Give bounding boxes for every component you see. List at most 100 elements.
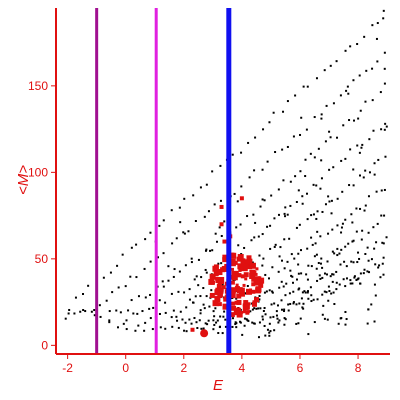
data-point <box>235 297 238 300</box>
data-point <box>364 252 367 255</box>
y-tick-label: 0 <box>41 338 48 352</box>
highlight-point <box>214 296 221 303</box>
data-point <box>134 329 137 332</box>
data-point <box>359 109 362 112</box>
data-point <box>382 17 385 20</box>
highlight-point <box>258 278 263 283</box>
highlight-point <box>242 309 247 314</box>
data-point <box>339 94 342 97</box>
data-point <box>335 281 338 284</box>
data-point <box>162 285 165 288</box>
data-point <box>190 261 193 264</box>
data-point <box>330 199 333 202</box>
data-point <box>332 166 335 169</box>
data-point <box>282 285 285 288</box>
highlight-point <box>243 272 249 278</box>
data-point <box>382 256 385 259</box>
data-point <box>132 312 135 315</box>
data-point <box>363 209 366 212</box>
data-point <box>247 319 250 322</box>
data-point <box>99 315 102 318</box>
data-point <box>294 175 297 178</box>
data-point <box>375 241 378 244</box>
data-point <box>357 251 360 254</box>
data-point <box>355 207 358 210</box>
data-point <box>184 321 187 324</box>
data-point <box>263 291 266 294</box>
data-point <box>341 190 344 193</box>
data-point <box>266 328 269 331</box>
highlight-point <box>251 289 256 294</box>
data-point <box>274 243 277 246</box>
data-point <box>363 35 366 38</box>
highlight-point <box>215 276 219 280</box>
data-point <box>245 318 248 321</box>
data-point <box>352 239 355 242</box>
data-point <box>141 310 144 313</box>
data-point <box>253 169 256 172</box>
data-point <box>333 252 336 255</box>
data-point <box>161 280 164 283</box>
data-point <box>288 237 291 240</box>
data-point <box>317 147 320 150</box>
data-point <box>277 213 280 216</box>
data-point <box>297 252 300 255</box>
highlight-point <box>251 301 257 307</box>
data-point <box>374 294 377 297</box>
data-point <box>304 175 307 178</box>
data-point <box>341 222 344 225</box>
data-point <box>382 273 385 276</box>
data-point <box>194 295 197 298</box>
highlight-point <box>229 292 236 299</box>
data-point <box>301 202 304 205</box>
data-point <box>240 185 243 188</box>
data-point <box>192 301 195 304</box>
data-point <box>336 136 339 139</box>
data-point <box>307 333 310 336</box>
data-point <box>306 291 309 294</box>
data-point <box>309 152 312 155</box>
data-point <box>125 319 128 322</box>
data-point <box>205 295 208 298</box>
data-point <box>262 257 265 260</box>
highlight-point <box>230 261 236 267</box>
data-point <box>121 253 124 256</box>
highlight-point <box>219 222 224 227</box>
highlight-point <box>221 267 225 271</box>
data-point <box>190 257 193 260</box>
data-point <box>313 255 316 258</box>
data-point <box>179 221 182 224</box>
data-point <box>375 37 378 40</box>
data-point <box>264 313 267 316</box>
highlight-point <box>229 275 234 280</box>
data-point <box>349 279 352 282</box>
data-point <box>344 323 347 326</box>
data-point <box>313 156 316 159</box>
data-point <box>372 226 375 229</box>
data-point <box>324 203 327 206</box>
data-point <box>300 249 303 252</box>
data-point <box>162 252 165 255</box>
data-point <box>328 130 331 133</box>
data-point <box>206 323 209 326</box>
data-point <box>340 248 343 251</box>
data-point <box>217 262 220 265</box>
data-point <box>277 270 280 273</box>
data-point <box>315 267 318 270</box>
data-point <box>304 291 307 294</box>
data-point <box>268 331 271 334</box>
data-point <box>383 128 386 131</box>
data-point <box>269 316 272 319</box>
data-point <box>283 267 286 270</box>
data-point <box>339 263 342 266</box>
data-point <box>336 254 339 257</box>
data-point <box>280 308 283 311</box>
data-point <box>207 319 210 322</box>
data-point <box>268 289 271 292</box>
data-point <box>218 226 221 229</box>
data-point <box>359 282 362 285</box>
data-point <box>111 291 114 294</box>
data-point <box>353 276 356 279</box>
highlight-point <box>230 280 235 285</box>
data-point <box>315 217 318 220</box>
